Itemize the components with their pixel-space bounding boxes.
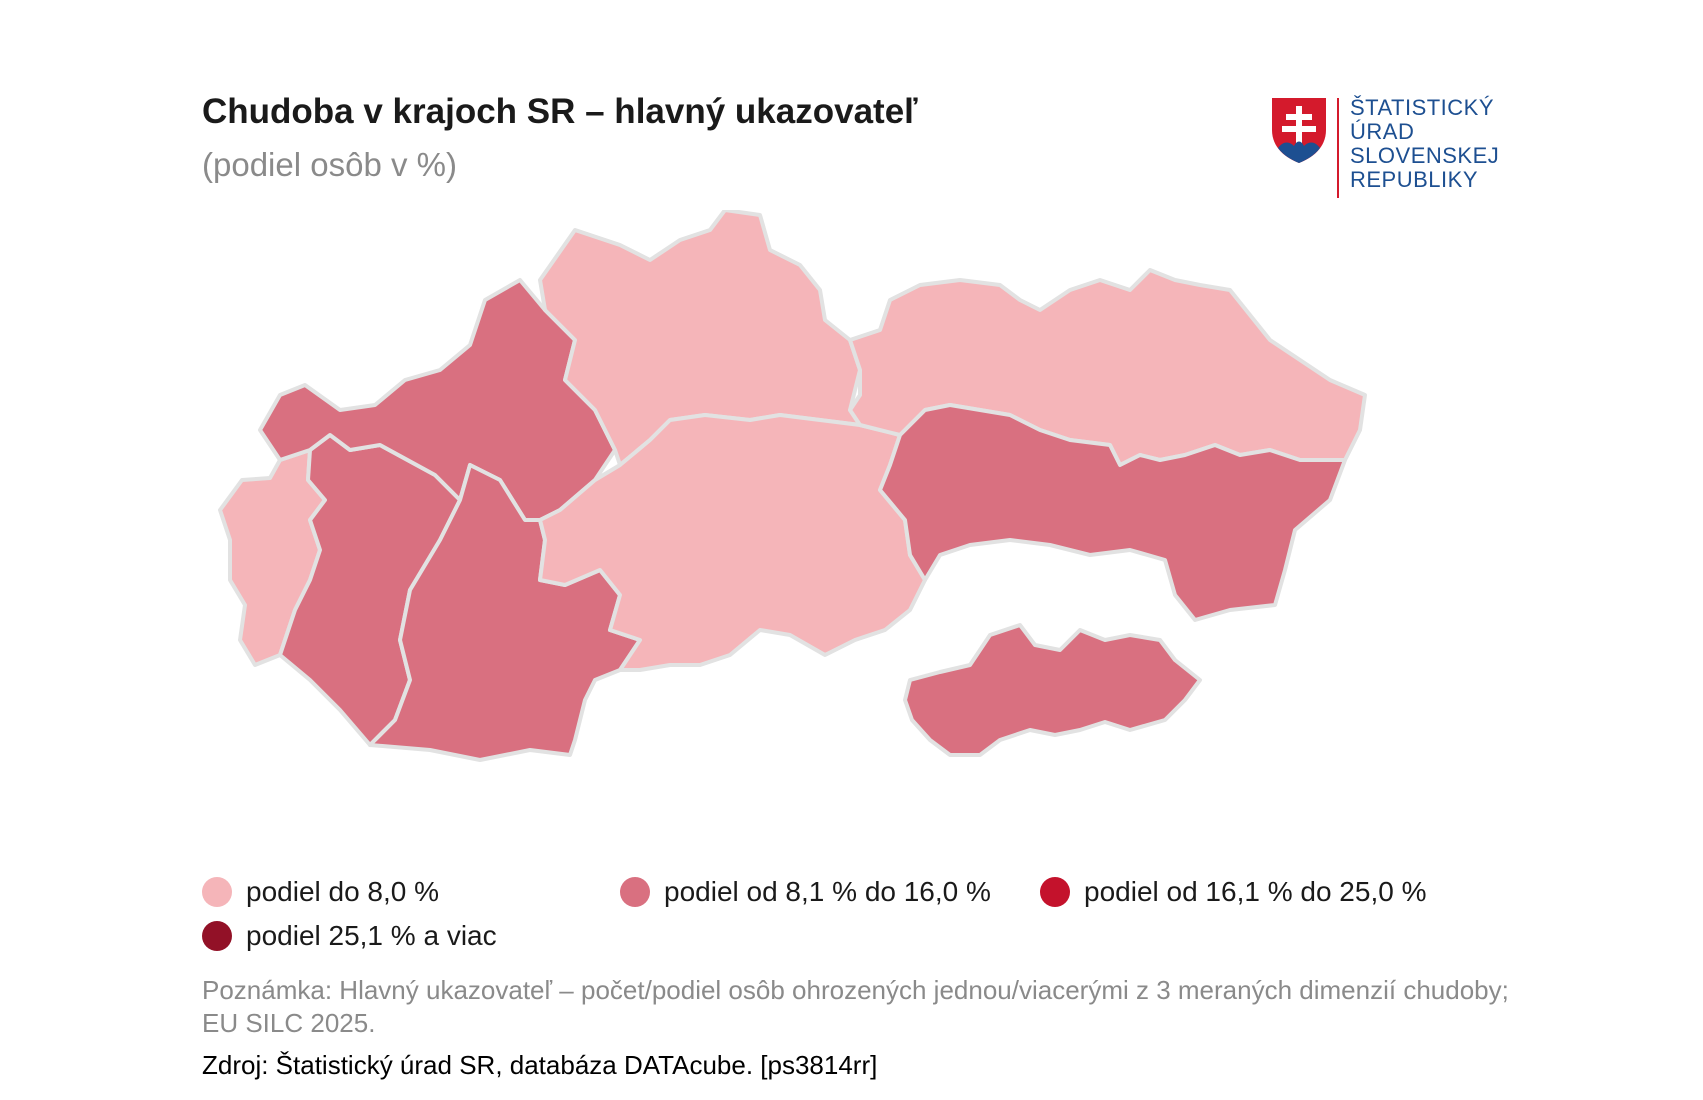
logo-line: ŠTATISTICKÝ bbox=[1350, 95, 1495, 120]
legend-item: podiel od 16,1 % do 25,0 % bbox=[1040, 876, 1426, 908]
legend-label: podiel 25,1 % a viac bbox=[246, 920, 497, 951]
logo-line: REPUBLIKY bbox=[1350, 167, 1478, 192]
legend-label: podiel do 8,0 % bbox=[246, 876, 440, 907]
region-sr-celkom[interactable]: Trenčiansky kraj bbox=[903, 623, 1202, 757]
coat-of-arms-icon bbox=[1272, 98, 1326, 163]
logo-text: ŠTATISTICKÝ ÚRAD SLOVENSKEJ REPUBLIKY bbox=[1350, 96, 1499, 192]
map-subtitle: (podiel osôb v %) bbox=[202, 146, 457, 183]
legend-label: podiel od 8,1 % do 16,0 % bbox=[664, 876, 991, 907]
legend-swatch bbox=[620, 877, 650, 907]
logo-line: SLOVENSKEJ bbox=[1350, 143, 1500, 168]
legend-label: podiel od 16,1 % do 25,0 % bbox=[1084, 876, 1427, 907]
logo-divider bbox=[1337, 98, 1339, 198]
legend-item: podiel od 8,1 % do 16,0 % bbox=[620, 876, 991, 908]
legend-swatch bbox=[1040, 877, 1070, 907]
region-banskobystricky[interactable]: Žilinský kraj bbox=[538, 413, 927, 672]
legend-item: podiel do 8,0 % bbox=[202, 876, 439, 908]
source-line: Zdroj: Štatistický úrad SR, databáza DAT… bbox=[202, 1050, 878, 1080]
statistics-office-logo: ŠTATISTICKÝ ÚRAD SLOVENSKEJ REPUBLIKY bbox=[1270, 96, 1510, 206]
legend-swatch bbox=[202, 877, 232, 907]
legend-item: podiel 25,1 % a viac bbox=[202, 920, 497, 952]
footnote: Poznámka: Hlavný ukazovateľ – počet/podi… bbox=[202, 975, 1509, 1038]
map-title: Chudoba v krajoch SR – hlavný ukazovateľ bbox=[202, 92, 918, 131]
region-kosicky[interactable]: Trenčiansky kraj bbox=[878, 403, 1347, 622]
logo-line: ÚRAD bbox=[1350, 119, 1415, 144]
legend-swatch bbox=[202, 921, 232, 951]
slovakia-regions-map: Bratislavský kraj Trnavský kraj Trnavský… bbox=[218, 210, 1367, 762]
